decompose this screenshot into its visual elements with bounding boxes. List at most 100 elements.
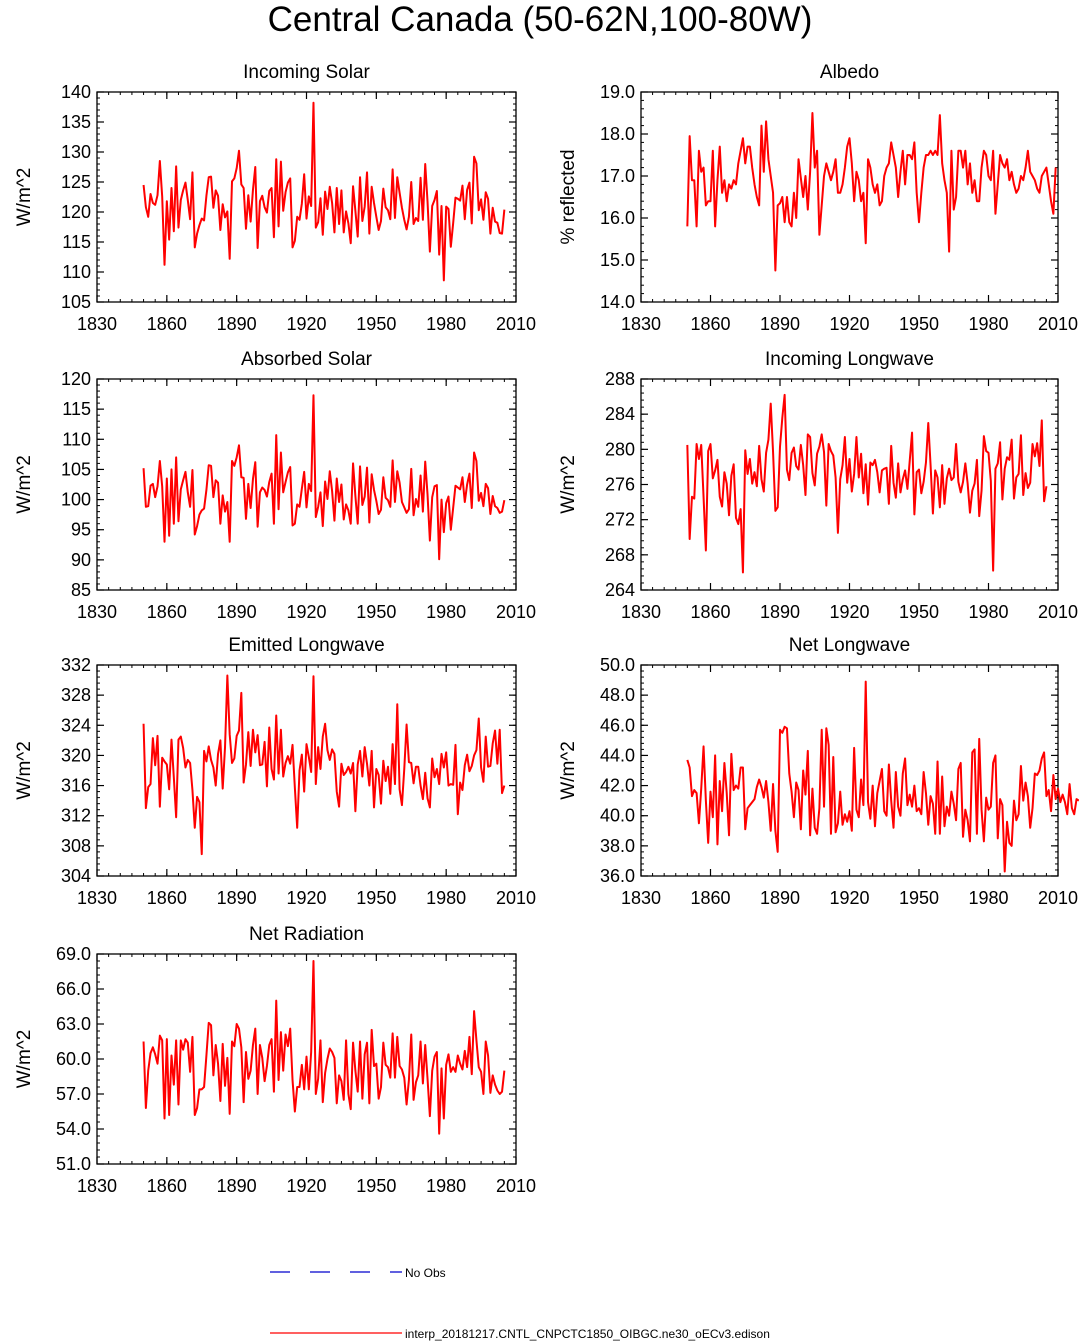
y-tick-label: 130: [61, 142, 91, 162]
y-tick-label: 135: [61, 112, 91, 132]
y-tick-label: 284: [605, 404, 635, 424]
x-tick-label: 1980: [426, 888, 466, 908]
y-tick-label: 16.0: [600, 208, 635, 228]
x-tick-label: 1890: [760, 888, 800, 908]
y-axis-label: W/m^2: [558, 455, 579, 514]
y-tick-label: 100: [61, 490, 91, 510]
x-tick-label: 2010: [496, 314, 536, 334]
x-tick-label: 1980: [968, 314, 1008, 334]
x-tick-label: 1890: [217, 888, 257, 908]
y-tick-label: 18.0: [600, 124, 635, 144]
y-tick-label: 17.0: [600, 166, 635, 186]
series-line: [142, 101, 506, 282]
y-tick-label: 46.0: [600, 715, 635, 735]
panel-net-radiation: Net Radiation W/m^2 1830 1860 1890 1920 1950 19…: [14, 924, 536, 1196]
series-line: [142, 960, 506, 1135]
panel-title: Incoming Solar: [243, 62, 370, 83]
series-line: [686, 112, 1057, 272]
x-tick-label: 1890: [217, 602, 257, 622]
x-tick-label: 2010: [496, 602, 536, 622]
x-tick-label: 1980: [426, 314, 466, 334]
y-tick-label: 44.0: [600, 745, 635, 765]
plot-frame: [96, 91, 517, 303]
legend-obs-label: No Obs: [405, 1266, 446, 1280]
x-tick-label: 1950: [356, 1176, 396, 1196]
panel-title: Emitted Longwave: [228, 635, 384, 656]
x-tick-label: 1860: [690, 314, 730, 334]
y-tick-label: 105: [61, 459, 91, 479]
x-tick-label: 1830: [621, 888, 661, 908]
y-tick-label: 324: [61, 715, 91, 735]
x-tick-label: 1980: [968, 602, 1008, 622]
series-line: [686, 393, 1048, 574]
y-tick-label: 60.0: [56, 1049, 91, 1069]
y-tick-label: 105: [61, 292, 91, 312]
x-tick-label: 1860: [690, 888, 730, 908]
panel-title: Incoming Longwave: [765, 349, 934, 370]
x-tick-label: 1920: [286, 602, 326, 622]
y-tick-label: 332: [61, 655, 91, 675]
y-tick-label: 268: [605, 545, 635, 565]
x-tick-label: 1860: [690, 602, 730, 622]
y-tick-label: 15.0: [600, 250, 635, 270]
y-tick-label: 85: [71, 580, 91, 600]
y-tick-label: 140: [61, 82, 91, 102]
y-tick-label: 54.0: [56, 1119, 91, 1139]
x-tick-label: 1830: [621, 314, 661, 334]
x-tick-label: 1830: [77, 602, 117, 622]
x-tick-label: 1860: [147, 888, 187, 908]
y-axis-label: W/m^2: [14, 741, 35, 800]
y-axis-label: W/m^2: [558, 741, 579, 800]
x-tick-label: 1890: [760, 602, 800, 622]
y-tick-label: 280: [605, 439, 635, 459]
y-axis-label: % reflected: [558, 149, 579, 244]
y-tick-label: 40.0: [600, 806, 635, 826]
x-tick-label: 1890: [217, 1176, 257, 1196]
x-tick-label: 2010: [1038, 888, 1078, 908]
x-tick-label: 1920: [829, 602, 869, 622]
y-tick-label: 42.0: [600, 776, 635, 796]
y-tick-label: 312: [61, 806, 91, 826]
x-tick-label: 2010: [496, 888, 536, 908]
x-tick-label: 1920: [286, 1176, 326, 1196]
panel-incoming-solar: Incoming Solar W/m^2 1830 1860 1890 1920 1950 1…: [14, 62, 536, 334]
y-tick-label: 288: [605, 369, 635, 389]
x-tick-label: 1980: [968, 888, 1008, 908]
y-tick-label: 95: [71, 520, 91, 540]
y-tick-label: 57.0: [56, 1084, 91, 1104]
y-tick-label: 19.0: [600, 82, 635, 102]
y-axis-label: W/m^2: [14, 1030, 35, 1089]
x-tick-label: 1830: [77, 314, 117, 334]
panel-title: Net Radiation: [249, 924, 364, 945]
series-line: [142, 674, 506, 856]
y-tick-label: 276: [605, 475, 635, 495]
y-tick-label: 120: [61, 202, 91, 222]
y-tick-label: 48.0: [600, 685, 635, 705]
panel-incoming-longwave: Incoming Longwave W/m^2 1830 1860 1890 1920 19…: [558, 349, 1078, 622]
y-tick-label: 110: [62, 262, 91, 282]
panel-albedo: Albedo % reflected 1830 1860 1890 1920 1950 198…: [558, 62, 1078, 334]
x-tick-label: 1860: [147, 1176, 187, 1196]
x-tick-label: 1920: [286, 314, 326, 334]
y-tick-label: 38.0: [600, 836, 635, 856]
panel-title: Absorbed Solar: [241, 349, 373, 370]
x-tick-label: 2010: [496, 1176, 536, 1196]
y-tick-label: 328: [61, 685, 91, 705]
y-tick-label: 115: [62, 232, 91, 252]
y-tick-label: 50.0: [600, 655, 635, 675]
y-tick-label: 63.0: [56, 1014, 91, 1034]
x-tick-label: 2010: [1038, 602, 1078, 622]
x-tick-label: 1920: [286, 888, 326, 908]
y-tick-label: 36.0: [600, 866, 635, 886]
x-tick-label: 1860: [147, 602, 187, 622]
y-tick-label: 115: [62, 399, 91, 419]
y-tick-label: 66.0: [56, 979, 91, 999]
series-line: [686, 680, 1079, 873]
x-tick-label: 1830: [621, 602, 661, 622]
y-tick-label: 316: [61, 776, 91, 796]
y-tick-label: 320: [61, 745, 91, 765]
y-tick-label: 264: [605, 580, 635, 600]
x-tick-label: 2010: [1038, 314, 1078, 334]
y-tick-label: 51.0: [56, 1154, 91, 1174]
